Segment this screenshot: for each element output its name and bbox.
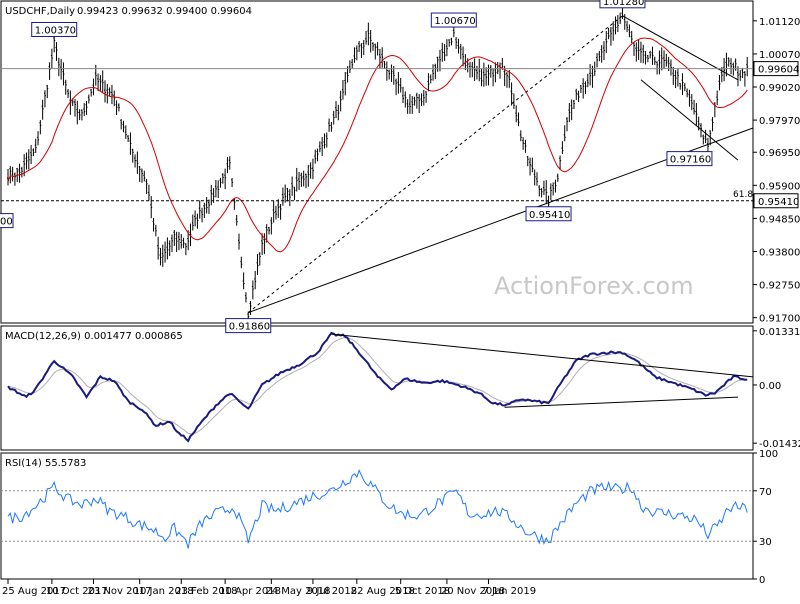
macd-axis: 0.013319 0.00 -0.014323 (753, 327, 800, 450)
chart-ohlc: 0.99423 0.99632 0.99400 0.99604 (77, 6, 252, 17)
macd-tick-label: -0.014323 (759, 439, 800, 450)
fib-level-label: 0.95410 (758, 197, 799, 208)
macd-title: MACD(12,26,9) 0.001477 0.000865 (5, 331, 183, 342)
channel-upper-line (622, 15, 739, 81)
rsi-panel-frame (0, 452, 754, 580)
swing-label: 0.95410 (529, 210, 570, 221)
price-tick-label: 0.97970 (759, 116, 800, 127)
price-layer: 61.8 0.99604 0.95410 1.00370 0.91860 1.00670 0… (0, 0, 799, 334)
price-tick-label: 0.96950 (759, 148, 800, 159)
swing-label-box (599, 0, 646, 9)
time-tick-label: 5 Oct 2018 (395, 586, 450, 597)
price-tick-label: 0.91700 (759, 314, 800, 325)
time-tick-label: 25 Aug 2017 (2, 586, 66, 597)
swing-label: 0.97160 (670, 155, 711, 166)
price-tick-label: 0.92750 (759, 281, 800, 292)
swing-label-box (31, 21, 78, 37)
swing-label: 1.00670 (434, 16, 475, 27)
channel-lower-line (640, 79, 739, 161)
price-axis: 1.01120 1.00070 0.99020 0.97970 0.96950 0.959… (753, 17, 800, 325)
rsi-tick-label: 30 (759, 537, 772, 548)
macd-support-trendline (504, 396, 738, 408)
macd-tick-label: 0.00 (759, 381, 781, 392)
price-tick-label: 1.01120 (759, 17, 800, 28)
rsi-line (7, 469, 748, 549)
swing-label-box (666, 151, 713, 167)
moving-average-line (7, 37, 748, 253)
price-tick-label: 0.95900 (759, 181, 800, 192)
rsi-tick-label: 0 (759, 575, 765, 586)
current-price-label-box (753, 61, 799, 77)
macd-tick-label: 0.013319 (759, 327, 800, 338)
time-tick-label: 24 May 2018 (265, 586, 330, 597)
watermark: ActionForex.com (494, 272, 694, 300)
time-tick-label: 10 Apr 2018 (219, 586, 281, 597)
swing-label: 1.01280 (603, 0, 644, 8)
rsi-layer (7, 469, 748, 549)
chart-symbol: USDCHF,Daily (5, 6, 75, 17)
price-panel-frame (0, 0, 754, 324)
fib-level-annotation: 61.8 (733, 190, 753, 200)
rsi-tick-label: 70 (759, 487, 772, 498)
current-price-label: 0.99604 (758, 65, 799, 76)
time-tick-label: 20 Nov 2018 (441, 586, 505, 597)
rsi-tick-label: 100 (759, 449, 778, 460)
swing-label-box (525, 206, 572, 222)
time-tick-label: 23 Nov 2017 (87, 586, 151, 597)
dashed-trendline (247, 15, 623, 313)
swing-label-box (430, 12, 477, 28)
macd-resistance-trendline (331, 333, 754, 378)
time-tick-label: 7 Jan 2019 (482, 586, 536, 597)
time-tick-label: 10 Oct 2017 (46, 586, 108, 597)
partial-label-box (0, 213, 14, 229)
rsi-axis: 100 70 30 0 (1, 449, 778, 586)
macd-layer (7, 331, 754, 443)
fib-level-label-box (753, 193, 799, 209)
rsi-title: RSI(14) 55.5783 (5, 458, 86, 469)
swing-label: 1.00370 (35, 25, 76, 36)
price-tick-label: 0.94850 (759, 214, 800, 225)
price-tick-label: 0.99020 (759, 83, 800, 94)
time-tick-label: 10 Jan 2018 (134, 586, 194, 597)
swing-label: 0.91860 (229, 322, 270, 333)
time-tick-label: 23 Feb 2018 (175, 586, 237, 597)
macd-line (7, 331, 748, 443)
partial-label: 00 (0, 217, 13, 228)
time-tick-label: 22 Aug 2018 (351, 586, 415, 597)
macd-panel-frame (0, 325, 754, 451)
price-tick-label: 1.00070 (759, 50, 800, 61)
swing-label-box (225, 318, 272, 334)
time-tick-label: 9 Jul 2018 (307, 586, 357, 597)
price-tick-label: 0.93800 (759, 247, 800, 258)
